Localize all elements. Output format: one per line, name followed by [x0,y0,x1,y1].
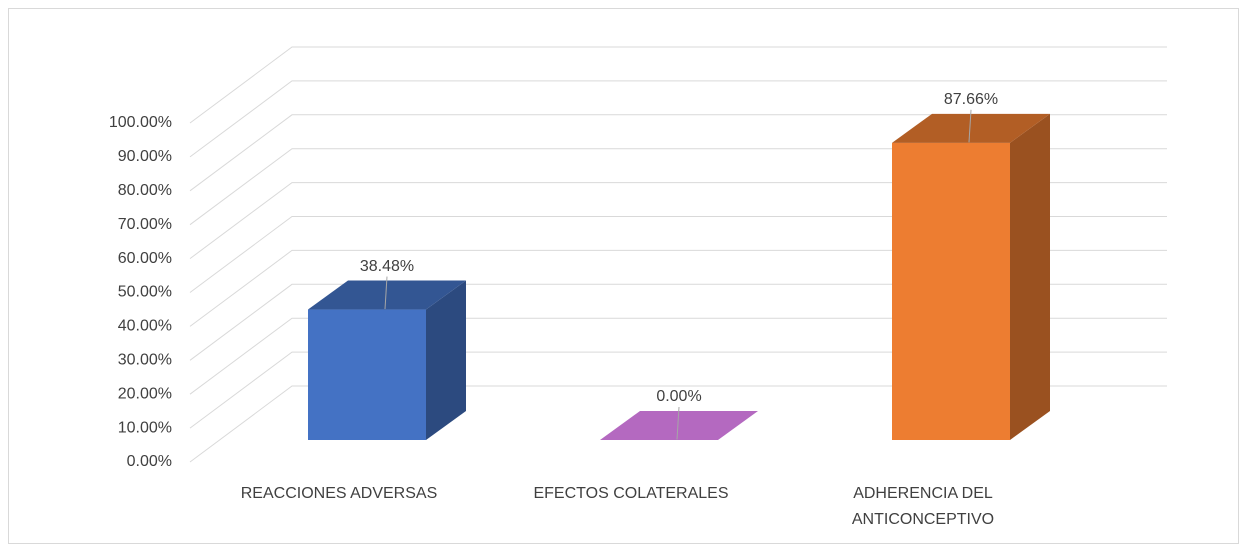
grid-line [189,182,1167,260]
grid-line [189,216,1167,293]
grid-line [189,317,1167,395]
bar-top [308,280,466,310]
grid-line [189,283,1167,361]
y-tick-label: 40.00% [118,318,172,335]
x-tick-label: REACCIONES ADVERSAS [240,485,438,502]
y-tick-label: 20.00% [118,385,172,402]
grid-line [189,385,1167,463]
leader-line [968,109,972,143]
leader-line [384,276,388,310]
bar-side [1010,113,1050,440]
y-tick-label: 80.00% [118,182,172,199]
bar-front [892,142,1010,441]
bar-front [308,309,426,440]
data-label: 0.00% [656,388,701,405]
grid-line [189,351,1167,429]
y-tick-label: 10.00% [118,419,172,436]
y-tick-label: 60.00% [118,250,172,267]
y-tick-label: 0.00% [127,453,172,470]
x-tick-label: EFECTOS COLATERALES [533,485,729,502]
y-tick-label: 50.00% [118,284,172,301]
chart-frame [8,8,1239,544]
data-label: 87.66% [944,91,998,108]
bar-top [892,113,1050,143]
y-tick-label: 100.00% [109,114,172,131]
x-tick-label: ADHERENCIA DEL ANTICONCEPTIVO [851,485,995,528]
y-tick-label: 30.00% [118,352,172,369]
y-tick-label: 90.00% [118,148,172,165]
grid-line [189,80,1167,158]
leader-line [676,406,680,440]
bar-side [426,280,466,440]
bar-top [600,411,758,440]
grid-line [189,249,1167,327]
grid-line [189,148,1167,226]
y-tick-label: 70.00% [118,216,172,233]
data-label: 38.48% [360,258,414,275]
grid-line [189,114,1167,192]
grid-line [189,46,1167,124]
